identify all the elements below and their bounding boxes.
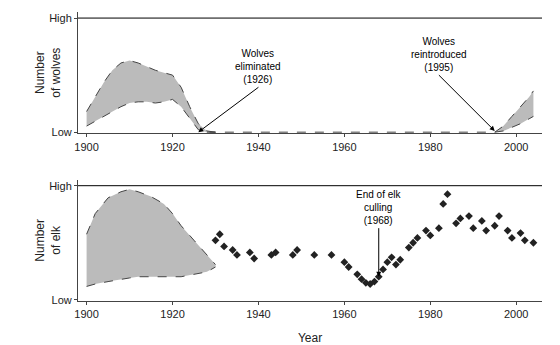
svg-text:1940: 1940 xyxy=(246,141,270,153)
svg-text:2000: 2000 xyxy=(504,308,528,320)
svg-text:Numberof wolves: Numberof wolves xyxy=(33,48,63,98)
svg-text:1980: 1980 xyxy=(418,141,442,153)
svg-text:1900: 1900 xyxy=(74,141,98,153)
svg-text:Low: Low xyxy=(52,126,72,138)
svg-text:End of elkculling(1968): End of elkculling(1968) xyxy=(356,189,401,226)
svg-text:Low: Low xyxy=(52,294,72,306)
svg-text:1960: 1960 xyxy=(332,141,356,153)
svg-text:High: High xyxy=(49,12,72,24)
svg-text:Wolveseliminated(1926): Wolveseliminated(1926) xyxy=(235,48,281,85)
svg-text:1960: 1960 xyxy=(332,308,356,320)
svg-text:Year: Year xyxy=(298,331,322,345)
svg-text:1920: 1920 xyxy=(160,141,184,153)
svg-text:2000: 2000 xyxy=(504,141,528,153)
svg-text:1980: 1980 xyxy=(418,308,442,320)
svg-text:Wolvesreintroduced(1995): Wolvesreintroduced(1995) xyxy=(411,36,467,73)
svg-text:Numberof elk: Numberof elk xyxy=(33,219,63,262)
svg-text:High: High xyxy=(49,180,72,192)
svg-text:1920: 1920 xyxy=(160,308,184,320)
svg-text:1940: 1940 xyxy=(246,308,270,320)
svg-text:1900: 1900 xyxy=(74,308,98,320)
